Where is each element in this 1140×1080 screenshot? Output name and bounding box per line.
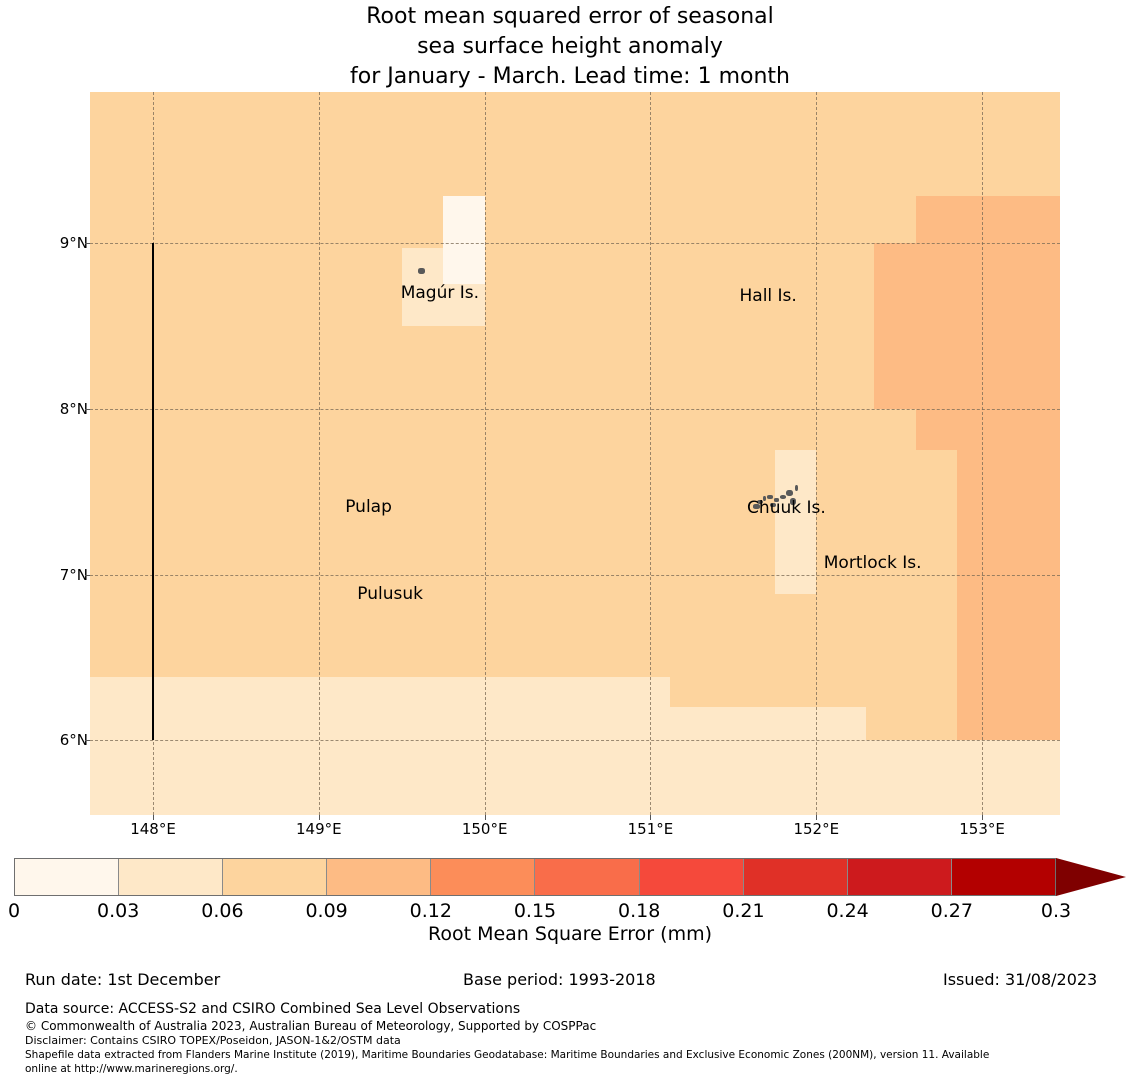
x-axis-tick-mark xyxy=(982,815,983,820)
gridline-horizontal xyxy=(90,243,1060,244)
colorbar-tick-label: 0.24 xyxy=(826,900,868,922)
y-axis-tick-mark xyxy=(85,740,90,741)
island-shape xyxy=(795,485,798,491)
heatmap-cell xyxy=(443,196,484,284)
gridline-horizontal xyxy=(90,740,1060,741)
y-axis-tick-label: 7°N xyxy=(60,566,88,584)
x-axis-tick-label: 149°E xyxy=(296,820,342,838)
gridline-vertical xyxy=(485,92,486,815)
gridline-vertical xyxy=(319,92,320,815)
colorbar-tick-label: 0 xyxy=(8,900,20,922)
colorbar-band xyxy=(640,859,744,895)
heatmap-cell xyxy=(90,677,120,740)
x-axis-tick-mark xyxy=(153,815,154,820)
credits-disclaimer: Disclaimer: Contains CSIRO TOPEX/Poseido… xyxy=(25,1034,1125,1048)
colorbar-extend-arrow xyxy=(1056,858,1126,896)
colorbar-tick-label: 0.27 xyxy=(931,900,973,922)
credits-shapefile: Shapefile data extracted from Flanders M… xyxy=(25,1048,1125,1062)
colorbar-tick-label: 0.09 xyxy=(305,900,347,922)
colorbar-tick-label: 0.3 xyxy=(1041,900,1071,922)
colorbar-band xyxy=(431,859,535,895)
colorbar-band xyxy=(223,859,327,895)
heatmap-plot-area: Magúr Is. Hall Is. Pulap Chuuk Is. Mortlock … xyxy=(90,92,1060,815)
heatmap-cell xyxy=(90,740,1060,815)
colorbar-band xyxy=(952,859,1055,895)
x-axis-tick-label: 153°E xyxy=(959,820,1005,838)
gridline-vertical xyxy=(650,92,651,815)
colorbar-tick-label: 0.03 xyxy=(97,900,139,922)
y-axis-tick-mark xyxy=(85,575,90,576)
x-axis-tick-mark xyxy=(816,815,817,820)
colorbar-band xyxy=(119,859,223,895)
colorbar-bands xyxy=(14,858,1056,896)
x-axis-tick-label: 151°E xyxy=(628,820,674,838)
y-axis-tick-mark xyxy=(85,243,90,244)
metadata-row: Run date: 1st December Base period: 1993… xyxy=(0,970,1140,996)
island-shape xyxy=(418,268,425,274)
colorbar-band xyxy=(15,859,119,895)
map-label-mortlock-is: Mortlock Is. xyxy=(824,553,922,573)
x-axis-tick-label: 152°E xyxy=(793,820,839,838)
heatmap-cell xyxy=(957,450,1060,740)
heatmap-cell xyxy=(916,196,1060,242)
colorbar-band xyxy=(848,859,952,895)
credits-shapefile-url: online at http://www.marineregions.org/. xyxy=(25,1062,1125,1076)
gridline-vertical xyxy=(982,92,983,815)
colorbar-label: Root Mean Square Error (mm) xyxy=(0,923,1140,945)
colorbar-tick-label: 0.12 xyxy=(410,900,452,922)
x-axis-tick-label: 150°E xyxy=(462,820,508,838)
heatmap-cell xyxy=(670,707,866,740)
chart-title: Root mean squared error of seasonal sea … xyxy=(0,2,1140,92)
x-axis-tick-mark xyxy=(485,815,486,820)
map-label-mag-r-is: Magúr Is. xyxy=(401,283,479,303)
issued-date: Issued: 31/08/2023 xyxy=(943,970,1097,989)
colorbar-band xyxy=(535,859,639,895)
gridline-horizontal xyxy=(90,409,1060,410)
colorbar xyxy=(14,858,1126,896)
colorbar-tick-label: 0.06 xyxy=(201,900,243,922)
y-axis-tick-label: 6°N xyxy=(60,731,88,749)
credits-data-source: Data source: ACCESS-S2 and CSIRO Combine… xyxy=(25,1000,1125,1018)
heatmap-cell xyxy=(775,450,816,594)
heatmap-cell xyxy=(874,243,1060,409)
y-axis-tick-mark xyxy=(85,409,90,410)
colorbar-tick-label: 0.15 xyxy=(514,900,556,922)
colorbar-tick-label: 0.21 xyxy=(722,900,764,922)
title-line-1: Root mean squared error of seasonal xyxy=(0,2,1140,32)
title-line-2: sea surface height anomaly xyxy=(0,32,1140,62)
credits-block: Data source: ACCESS-S2 and CSIRO Combine… xyxy=(25,1000,1125,1076)
map-label-pulusuk: Pulusuk xyxy=(357,584,423,604)
base-period: Base period: 1993-2018 xyxy=(463,970,656,989)
title-line-3: for January - March. Lead time: 1 month xyxy=(0,62,1140,92)
gridline-horizontal xyxy=(90,575,1060,576)
x-axis-tick-mark xyxy=(319,815,320,820)
y-axis-tick-label: 8°N xyxy=(60,400,88,418)
map-label-chuuk-is: Chuuk Is. xyxy=(747,498,826,518)
eez-boundary-line xyxy=(152,243,154,740)
colorbar-band xyxy=(327,859,431,895)
credits-copyright: © Commonwealth of Australia 2023, Austra… xyxy=(25,1018,1125,1034)
colorbar-band xyxy=(744,859,848,895)
heatmap-cell xyxy=(916,409,1060,450)
map-label-pulap: Pulap xyxy=(345,497,392,517)
x-axis-tick-label: 148°E xyxy=(130,820,176,838)
y-axis-tick-label: 9°N xyxy=(60,234,88,252)
x-axis-tick-mark xyxy=(650,815,651,820)
run-date: Run date: 1st December xyxy=(25,970,220,989)
map-label-hall-is: Hall Is. xyxy=(739,286,796,306)
heatmap-cell xyxy=(120,677,670,740)
colorbar-tick-label: 0.18 xyxy=(618,900,660,922)
gridline-vertical xyxy=(816,92,817,815)
